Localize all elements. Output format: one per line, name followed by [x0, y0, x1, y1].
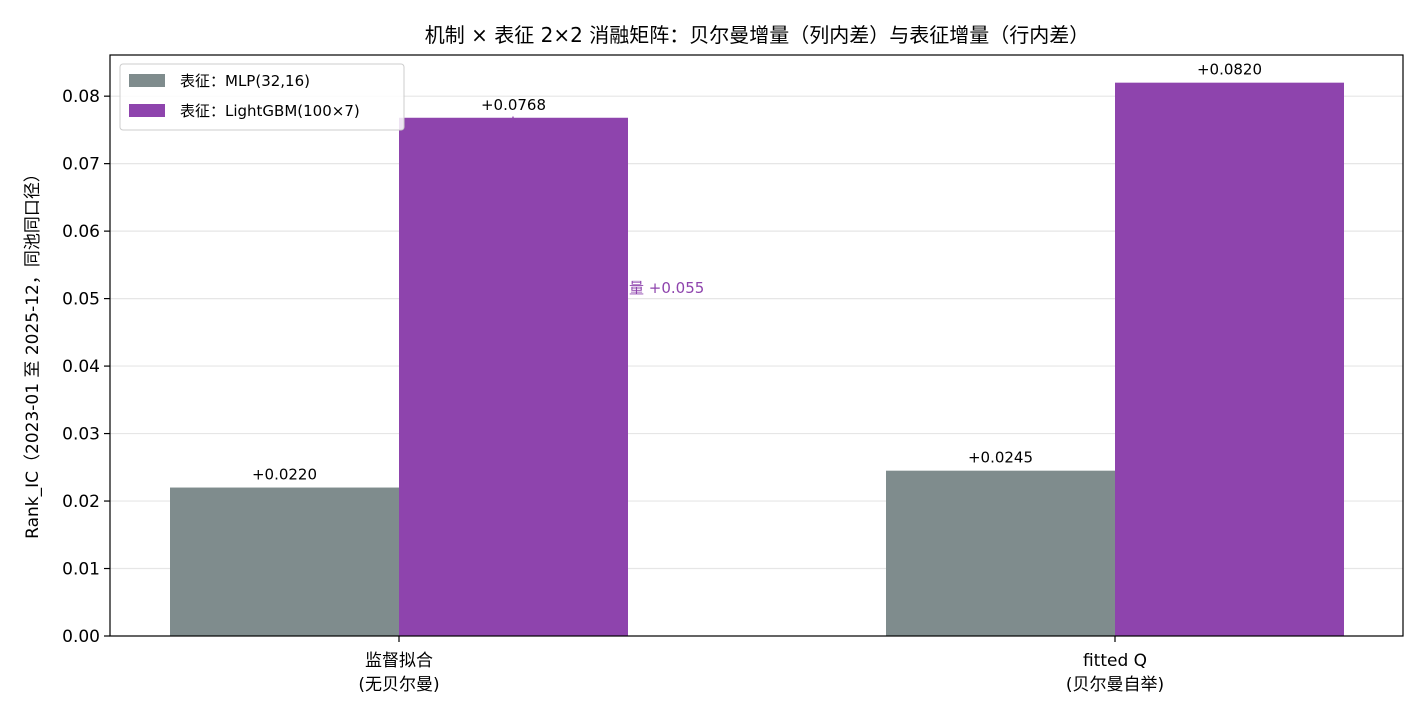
y-tick-label: 0.07	[62, 155, 100, 175]
bar	[170, 487, 399, 636]
y-tick-label: 0.06	[62, 222, 100, 242]
y-tick-label: 0.08	[62, 87, 100, 107]
bar-value-label: +0.0768	[481, 96, 546, 114]
x-tick-label-line: fitted Q	[1083, 651, 1147, 671]
y-axis-label: Rank_IC（2023-01 至 2025-12，同池同口径）	[23, 165, 43, 539]
bar	[1115, 82, 1344, 636]
y-tick-label: 0.03	[62, 425, 100, 445]
x-tick-label: 监督拟合 (无贝尔曼)	[358, 651, 439, 695]
legend: 表征：MLP(32,16) 表征：LightGBM(100×7)	[119, 63, 405, 131]
x-tick-label-line: 监督拟合	[365, 651, 433, 671]
annotation-label: 量 +0.055	[629, 279, 704, 297]
x-tick-label-line: (贝尔曼自举)	[1066, 675, 1164, 695]
legend-box	[119, 63, 405, 131]
legend-swatch	[129, 74, 165, 87]
legend-swatch	[129, 104, 165, 117]
y-tick-label: 0.00	[62, 627, 100, 647]
bar-value-label: +0.0820	[1197, 61, 1262, 79]
annotation-layer: 量 +0.055	[508, 115, 704, 488]
bar	[886, 470, 1115, 636]
bar-value-label: +0.0245	[968, 449, 1033, 467]
y-tick-label: 0.02	[62, 492, 100, 512]
x-tick-label: fitted Q (贝尔曼自举)	[1066, 651, 1164, 695]
chart-title: 机制 × 表征 2×2 消融矩阵：贝尔曼增量（列内差）与表征增量（行内差）	[425, 23, 1089, 47]
y-tick-label: 0.01	[62, 560, 100, 580]
y-tick-label: 0.05	[62, 290, 100, 310]
legend-label: 表征：MLP(32,16)	[180, 72, 310, 90]
x-tick-label-line: (无贝尔曼)	[358, 675, 439, 695]
bar-value-label: +0.0220	[252, 466, 317, 484]
plot-frame	[109, 54, 1404, 637]
legend-label: 表征：LightGBM(100×7)	[180, 102, 360, 120]
axes-layer: 0.00 0.01 0.02 0.03 0.04 0.05 0.06 0.07 0.08 监督拟合…	[62, 54, 1404, 695]
annotation-arrow-head	[508, 115, 518, 128]
y-tick-label: 0.04	[62, 357, 100, 377]
